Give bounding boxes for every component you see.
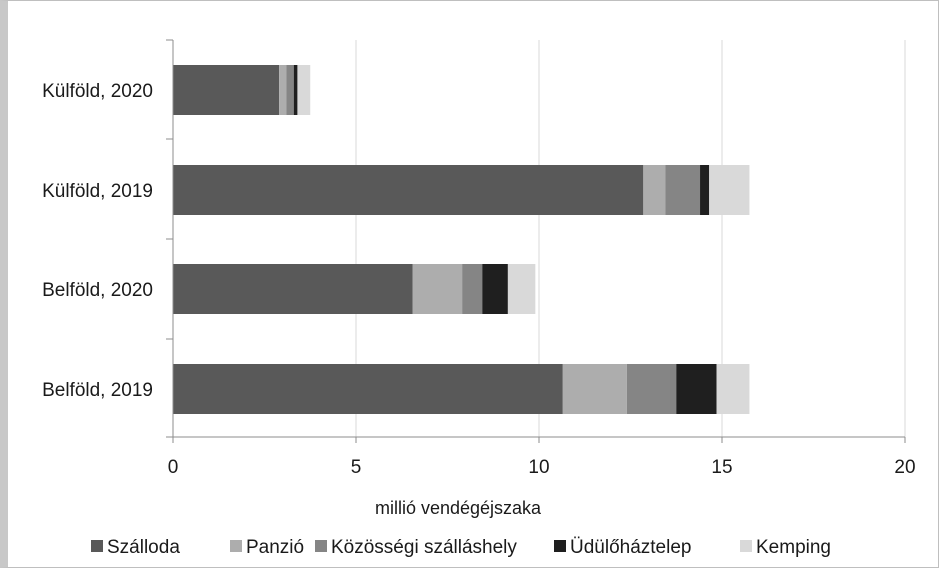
x-tick-label: 5	[351, 457, 362, 478]
y-category-label: Külföld, 2020	[42, 81, 153, 102]
legend-label: Szálloda	[107, 537, 180, 558]
legend-label: Közösségi szálláshely	[331, 537, 517, 558]
x-tick-label: 10	[528, 457, 549, 478]
legend-swatch	[740, 540, 752, 552]
bar-segment	[286, 65, 294, 115]
bar-segment	[676, 364, 717, 414]
x-tick-label: 15	[711, 457, 732, 478]
bar-segment	[412, 264, 463, 314]
bar-segment	[173, 165, 644, 215]
bar-segment	[173, 65, 280, 115]
bar-segment	[716, 364, 750, 414]
y-category-label: Belföld, 2019	[42, 380, 153, 401]
legend-label: Kemping	[756, 537, 831, 558]
bar-segment	[279, 65, 287, 115]
legend-swatch	[230, 540, 242, 552]
bar-segment	[173, 264, 413, 314]
legend: Szálloda Panzió Közösségi szálláshely Üdülő…	[91, 537, 831, 558]
axes: 0 5 10 15 20 Belföld, 2019 Belföld, 2020 Külföl…	[42, 39, 916, 478]
bar-segment	[462, 264, 483, 314]
legend-swatch	[91, 540, 103, 552]
legend-swatch	[554, 540, 566, 552]
bar-segment	[297, 65, 311, 115]
bar-segment	[173, 364, 563, 414]
y-category-label: Külföld, 2019	[42, 181, 153, 202]
x-tick-label: 0	[168, 457, 179, 478]
x-tick-label: 20	[894, 457, 915, 478]
bar-segment	[643, 165, 666, 215]
bar-segment	[626, 364, 677, 414]
bar-segment	[700, 165, 710, 215]
y-category-label: Belföld, 2020	[42, 280, 153, 301]
legend-swatch	[315, 540, 327, 552]
bar-segment	[482, 264, 508, 314]
legend-label: Üdülőháztelep	[570, 537, 691, 558]
bar-segment	[709, 165, 750, 215]
bars	[173, 65, 750, 414]
bar-segment	[562, 364, 627, 414]
x-axis-label: millió vendégéjszaka	[375, 498, 542, 518]
legend-label: Panzió	[246, 537, 304, 558]
stacked-bar-chart: 0 5 10 15 20 Belföld, 2019 Belföld, 2020 Külföl…	[42, 39, 916, 558]
bar-segment	[293, 65, 298, 115]
bar-segment	[507, 264, 536, 314]
bar-segment	[665, 165, 701, 215]
